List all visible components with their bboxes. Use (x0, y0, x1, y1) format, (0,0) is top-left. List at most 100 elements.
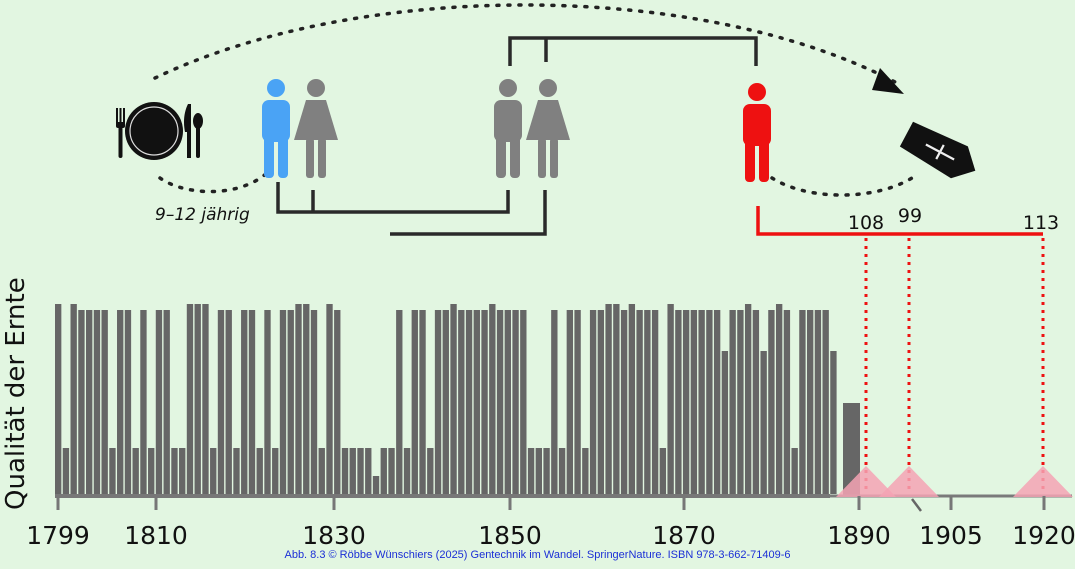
harvest-bar (465, 310, 473, 494)
harvest-bar (287, 310, 294, 494)
harvest-bar (504, 310, 511, 494)
harvest-bar (690, 310, 698, 494)
harvest-bar (210, 448, 217, 494)
death-triangles (836, 466, 1073, 497)
harvest-bar (597, 310, 605, 494)
harvest-bar (272, 448, 279, 494)
y-axis-label: Qualität der Ernte (1, 277, 31, 510)
harvest-bar (194, 304, 201, 494)
harvest-bar (644, 310, 651, 494)
harvest-bar (442, 310, 449, 494)
harvest-bar (256, 448, 263, 494)
harvest-bar (667, 304, 674, 494)
harvest-bar (713, 310, 721, 494)
harvest-bar (527, 448, 535, 494)
harvest-bar (799, 310, 806, 494)
harvest-bar (419, 310, 426, 494)
harvest-bar (450, 304, 457, 494)
lifetime-arc (153, 3, 897, 84)
projection-bar (843, 403, 860, 495)
harvest-bar (427, 448, 434, 494)
harvest-bar (241, 310, 248, 494)
harvest-bar (512, 310, 519, 494)
harvest-bar (651, 310, 659, 494)
harvest-bar (473, 310, 480, 494)
harvest-bar (349, 448, 356, 494)
harvest-bars (55, 304, 837, 494)
harvest-bar (155, 310, 163, 494)
x-axis-ticks: 1799 1810 1830 1850 1870 1890 1905 1920 (26, 496, 1075, 550)
harvest-bar (279, 310, 287, 494)
harvest-bar (264, 310, 271, 494)
harvest-bar (574, 310, 581, 494)
harvest-bar (93, 310, 101, 494)
coffin-icon (899, 121, 976, 179)
harvest-bar (489, 304, 496, 494)
place-setting (116, 102, 203, 160)
lifespan-label-2: 99 (898, 205, 922, 227)
harvest-bar (628, 304, 636, 494)
harvest-bar (109, 448, 116, 494)
harvest-bar (721, 351, 729, 494)
harvest-bar (682, 310, 690, 494)
connector-son (390, 190, 547, 236)
arrow-head-icon (872, 68, 904, 94)
harvest-bar (303, 304, 310, 494)
harvest-bar (326, 304, 333, 494)
harvest-bar (341, 448, 349, 494)
harvest-bar (434, 310, 442, 494)
harvest-bar (233, 448, 240, 494)
harvest-bar (334, 310, 341, 494)
harvest-bar (675, 310, 682, 494)
harvest-bar (458, 310, 465, 494)
death-triangle-3 (1013, 466, 1073, 497)
harvest-bar (55, 304, 62, 494)
harvest-bar (117, 310, 124, 494)
harvest-bar (806, 310, 814, 494)
harvest-bar (520, 310, 527, 494)
harvest-bar (814, 310, 822, 494)
harvest-bar (318, 448, 325, 494)
harvest-bar (186, 304, 194, 494)
harvest-bar (481, 310, 488, 494)
harvest-bar (605, 304, 612, 494)
x-tick-label: 1830 (302, 521, 366, 550)
harvest-bar (589, 310, 597, 494)
harvest-bar (535, 448, 542, 494)
harvest-bar (295, 304, 302, 494)
age-note: 9–12 jährig (155, 205, 250, 225)
x-tick-label: 1810 (124, 521, 188, 550)
harvest-bar (582, 448, 589, 494)
harvest-bar (775, 304, 783, 494)
harvest-bar (543, 448, 550, 494)
harvest-bar (659, 448, 667, 494)
harvest-bar (613, 304, 620, 494)
harvest-bar (357, 448, 364, 494)
harvest-bar (388, 448, 395, 494)
harvest-bar (822, 310, 829, 494)
x-tick-label: 1870 (652, 521, 716, 550)
death-triangle-2 (879, 466, 939, 497)
x-tick-label: 1850 (478, 521, 542, 550)
harvest-bar (380, 448, 387, 494)
death-triangle-1 (836, 466, 896, 497)
harvest-bar (225, 310, 232, 494)
spoon-icon (193, 113, 203, 158)
descendant-connector (756, 206, 1043, 236)
harvest-bar (148, 448, 155, 494)
harvest-bar (760, 351, 767, 494)
harvest-bar (132, 448, 139, 494)
man-icon (494, 79, 522, 178)
harvest-bar (124, 310, 132, 494)
harvest-bar (217, 310, 225, 494)
harvest-bar (737, 310, 744, 494)
harvest-bar (365, 448, 372, 494)
harvest-bar (636, 310, 643, 494)
woman-icon (526, 79, 570, 178)
figure-credit: Abb. 8.3 © Röbbe Wünschiers (2025) Gente… (284, 549, 791, 561)
harvest-bar (783, 310, 791, 494)
knife-icon (184, 104, 191, 158)
harvest-bar (86, 310, 93, 494)
harvest-bar (411, 310, 418, 494)
